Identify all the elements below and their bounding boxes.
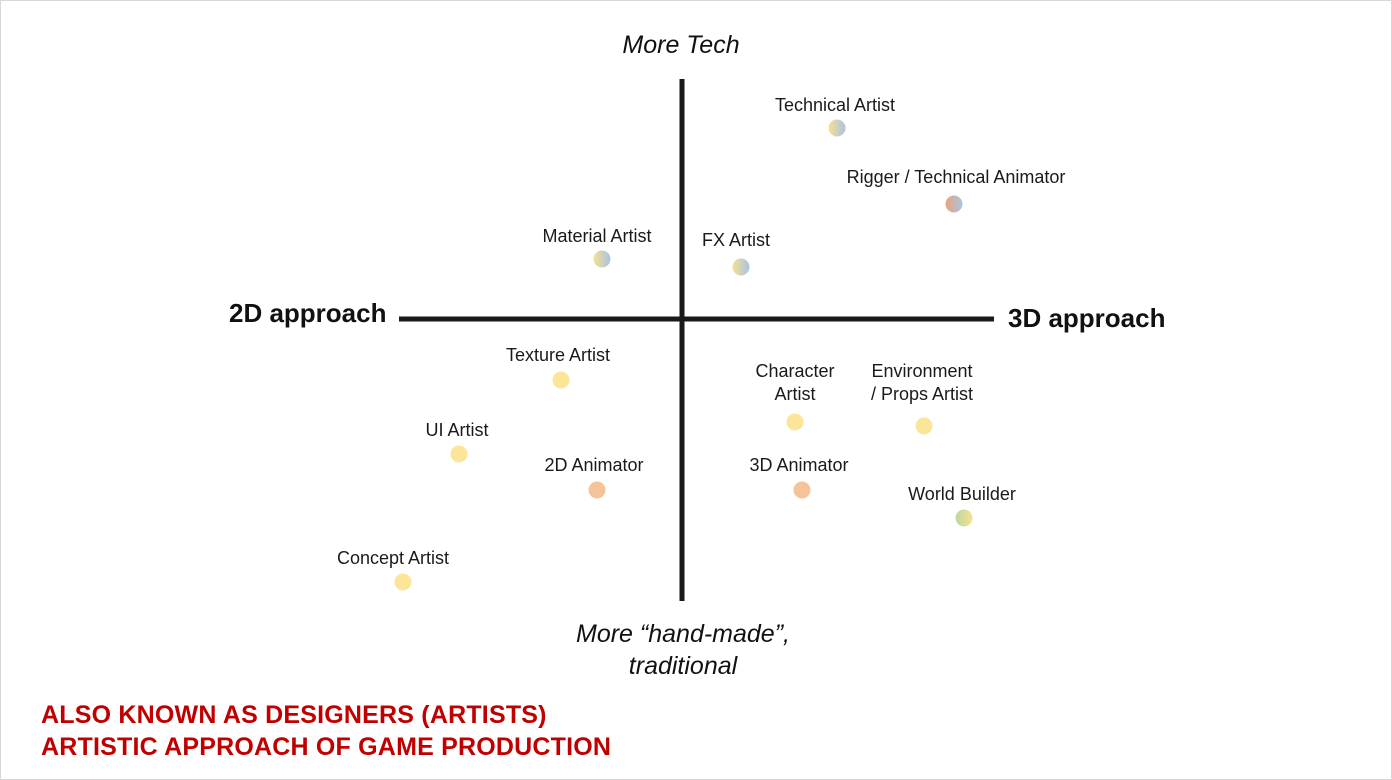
role-label-world-builder: World Builder bbox=[908, 484, 1016, 504]
role-dot-rigger bbox=[945, 195, 963, 213]
axis-label-top: More Tech bbox=[622, 31, 740, 59]
role-dot-2d-animator bbox=[588, 481, 606, 499]
role-label-environment-artist: Environment / Props Artist bbox=[871, 360, 973, 406]
role-label-rigger: Rigger / Technical Animator bbox=[846, 167, 1066, 187]
slide-footer: ALSO KNOWN AS DESIGNERS (ARTISTS) ARTIST… bbox=[41, 699, 611, 763]
axis-label-bottom-line2: traditional bbox=[628, 652, 738, 680]
axis-label-bottom: More “hand-made”, traditional bbox=[533, 618, 833, 682]
role-dot-world-builder bbox=[955, 509, 973, 527]
role-dot-fx-artist bbox=[732, 258, 750, 276]
role-dot-environment-artist bbox=[915, 417, 933, 435]
role-dot-texture-artist bbox=[552, 371, 570, 389]
role-dot-3d-animator bbox=[793, 481, 811, 499]
role-label-technical-artist: Technical Artist bbox=[774, 95, 896, 115]
role-dot-character-artist bbox=[786, 413, 804, 431]
role-label-2d-animator: 2D Animator bbox=[544, 455, 644, 475]
role-dot-material-artist bbox=[593, 250, 611, 268]
role-label-ui-artist: UI Artist bbox=[425, 420, 489, 440]
role-dot-ui-artist bbox=[450, 445, 468, 463]
role-label-concept-artist: Concept Artist bbox=[336, 548, 450, 568]
role-label-environment-artist-line2: / Props Artist bbox=[870, 384, 974, 404]
role-label-fx-artist: FX Artist bbox=[701, 230, 771, 250]
role-label-3d-animator: 3D Animator bbox=[749, 455, 849, 475]
role-dot-technical-artist bbox=[828, 119, 846, 137]
role-label-environment-artist-line1: Environment bbox=[871, 361, 973, 381]
axis-label-left: 2D approach bbox=[229, 298, 387, 328]
role-label-character-artist-line1: Character bbox=[755, 361, 835, 381]
role-dot-concept-artist bbox=[394, 573, 412, 591]
footer-line-2: ARTISTIC APPROACH OF GAME PRODUCTION bbox=[41, 733, 612, 761]
footer-line-1: ALSO KNOWN AS DESIGNERS (ARTISTS) bbox=[41, 701, 547, 729]
role-label-material-artist: Material Artist bbox=[542, 226, 652, 246]
role-label-texture-artist: Texture Artist bbox=[505, 345, 611, 365]
axis-label-right: 3D approach bbox=[1008, 303, 1166, 333]
role-label-character-artist: Character Artist bbox=[755, 360, 834, 406]
role-label-character-artist-line2: Artist bbox=[774, 384, 816, 404]
axis-label-bottom-line1: More “hand-made”, bbox=[576, 620, 790, 648]
